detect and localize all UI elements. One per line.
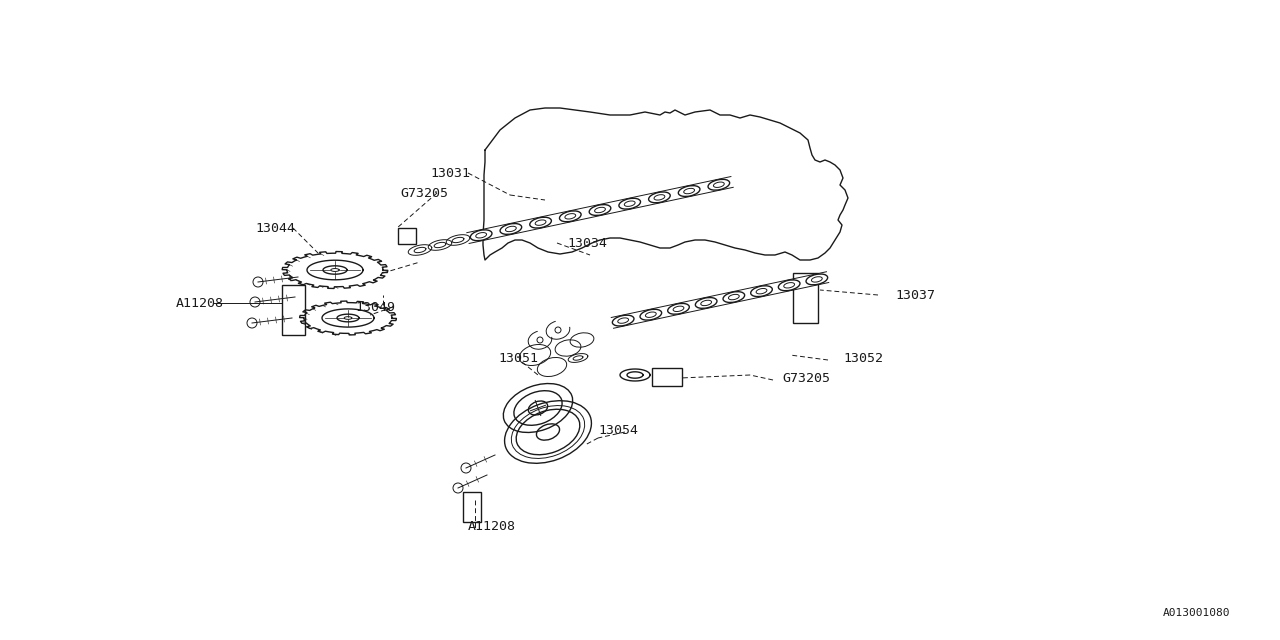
Circle shape: [253, 277, 262, 287]
Ellipse shape: [530, 217, 552, 228]
Circle shape: [453, 483, 463, 493]
Ellipse shape: [612, 315, 634, 326]
Text: A013001080: A013001080: [1162, 608, 1230, 618]
Circle shape: [250, 297, 260, 307]
Ellipse shape: [778, 280, 800, 291]
Bar: [652, 368, 682, 386]
Text: 13049: 13049: [355, 301, 396, 314]
Text: G73205: G73205: [401, 186, 448, 200]
Ellipse shape: [708, 179, 730, 190]
Ellipse shape: [640, 309, 662, 320]
Ellipse shape: [678, 186, 700, 196]
Bar: [398, 228, 416, 244]
Text: 13037: 13037: [895, 289, 934, 301]
Text: 13051: 13051: [498, 351, 538, 365]
Text: 13052: 13052: [844, 351, 883, 365]
Circle shape: [247, 318, 257, 328]
Bar: [463, 492, 481, 522]
Bar: [794, 273, 818, 323]
Text: 13034: 13034: [567, 237, 607, 250]
Text: A11208: A11208: [468, 520, 516, 534]
Text: G73205: G73205: [782, 371, 829, 385]
Ellipse shape: [649, 192, 671, 203]
Ellipse shape: [668, 303, 690, 314]
Ellipse shape: [750, 286, 772, 296]
Ellipse shape: [806, 274, 828, 285]
Bar: [282, 285, 305, 335]
Ellipse shape: [589, 205, 611, 216]
Ellipse shape: [559, 211, 581, 221]
Text: 13031: 13031: [430, 166, 470, 179]
Text: 13054: 13054: [598, 424, 637, 436]
Ellipse shape: [723, 292, 745, 303]
Ellipse shape: [470, 230, 492, 241]
Ellipse shape: [620, 198, 640, 209]
Text: A11208: A11208: [177, 296, 224, 310]
Ellipse shape: [500, 223, 522, 234]
Ellipse shape: [695, 298, 717, 308]
Text: 13044: 13044: [255, 221, 294, 234]
Circle shape: [461, 463, 471, 473]
